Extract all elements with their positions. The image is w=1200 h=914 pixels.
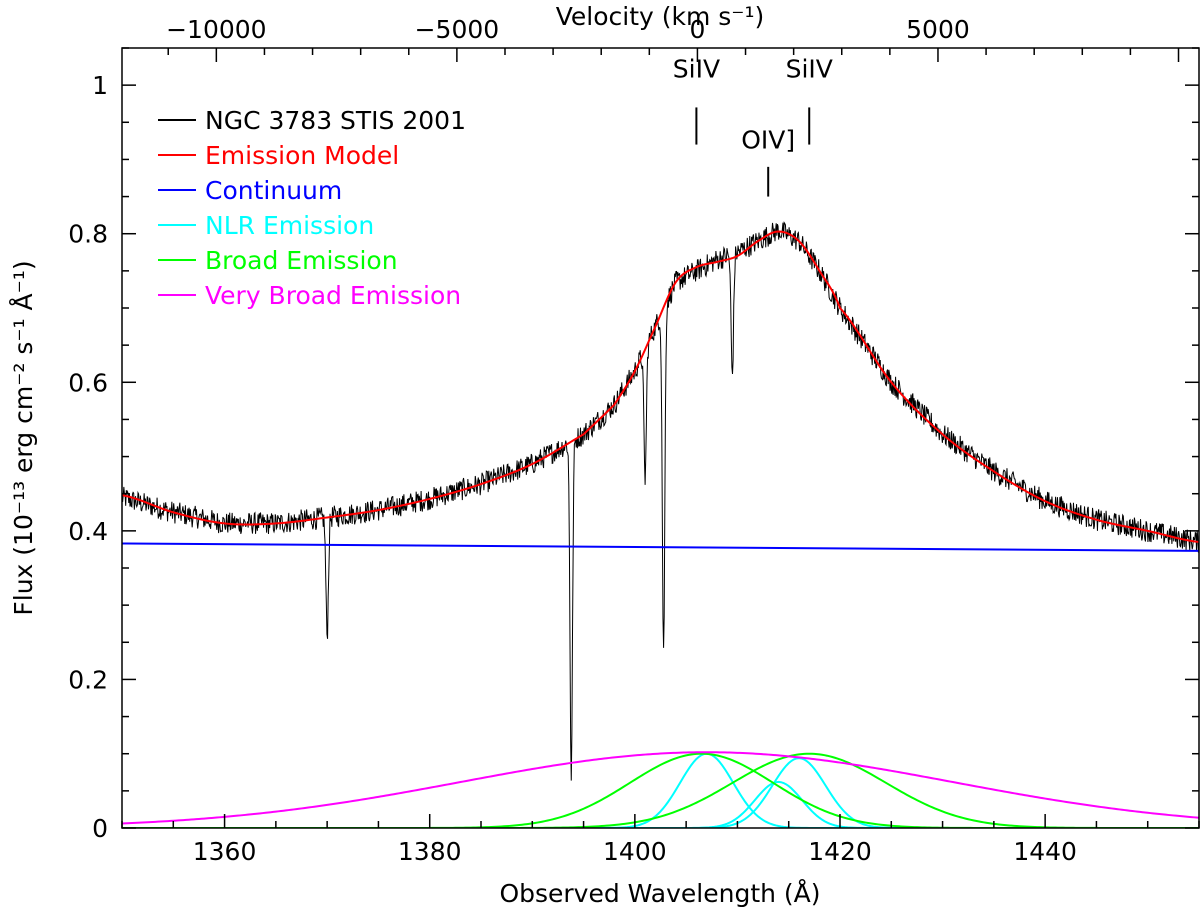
legend-label: NLR Emission	[205, 211, 374, 240]
x-tick-label: 1440	[1013, 837, 1077, 866]
legend-label: Very Broad Emission	[205, 281, 461, 310]
emission-model-line	[122, 230, 1199, 543]
x-tick-label: 1400	[603, 837, 667, 866]
x2-tick-label: −10000	[166, 15, 266, 44]
x-tick-label: 1360	[193, 837, 257, 866]
legend-label: Continuum	[205, 176, 342, 205]
series-nlr-emission	[122, 752, 1199, 828]
series-very-broad-emission	[122, 751, 1199, 825]
gaussian-component-1	[122, 752, 1199, 828]
y-tick-label: 1	[92, 71, 108, 100]
series-layer	[122, 221, 1199, 828]
series-broad-emission	[122, 752, 1199, 828]
y-tick-label: 0.6	[68, 368, 108, 397]
gaussian-component-2	[122, 780, 1199, 828]
x-tick-label: 1380	[398, 837, 462, 866]
y-tick-label: 0	[92, 814, 108, 843]
series-ngc-3783-stis-2001	[122, 221, 1199, 781]
x2-tick-label: 5000	[906, 15, 970, 44]
gaussian-component-1	[122, 751, 1199, 825]
gaussian-component-2	[122, 752, 1199, 828]
line-id-label: SiIV	[786, 55, 833, 84]
legend-label: Emission Model	[205, 141, 399, 170]
x-axis-label: Observed Wavelength (Å)	[499, 879, 820, 908]
legend-label: Broad Emission	[205, 246, 398, 275]
x2-tick-label: 0	[689, 15, 705, 44]
x2-tick-label: −5000	[415, 15, 500, 44]
y-tick-label: 0.2	[68, 665, 108, 694]
legend-label: NGC 3783 STIS 2001	[205, 106, 466, 135]
y-tick-label: 0.4	[68, 517, 108, 546]
line-id-label: OIV]	[741, 125, 795, 154]
series-emission-model	[122, 230, 1199, 543]
ticks-layer: 1360 1380 1400 1420 1440 0 0.2 0.4 0.6 0.8 1 −10000…	[68, 15, 1200, 866]
series-continuum	[122, 542, 1199, 552]
line-id-label: SiIV	[673, 55, 720, 84]
labels-layer: SiIV SiIV OIV]	[673, 55, 833, 197]
x2-axis-label: Velocity (km s⁻¹)	[556, 2, 765, 31]
observed-spectrum-line	[122, 221, 1199, 781]
plot-frame	[121, 47, 1200, 829]
gaussian-component-1	[122, 752, 1199, 828]
y-axis-label: Flux (10⁻¹³ erg cm⁻² s⁻¹ Å⁻¹)	[9, 260, 38, 615]
y-tick-label: 0.8	[68, 220, 108, 249]
x-tick-label: 1420	[808, 837, 872, 866]
legend: NGC 3783 STIS 2001 Emission Model Continuu…	[158, 106, 466, 310]
continuum-line	[122, 542, 1199, 552]
